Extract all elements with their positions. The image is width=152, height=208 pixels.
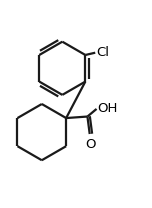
Text: O: O: [85, 138, 96, 151]
Text: OH: OH: [97, 102, 118, 115]
Text: Cl: Cl: [96, 46, 109, 59]
